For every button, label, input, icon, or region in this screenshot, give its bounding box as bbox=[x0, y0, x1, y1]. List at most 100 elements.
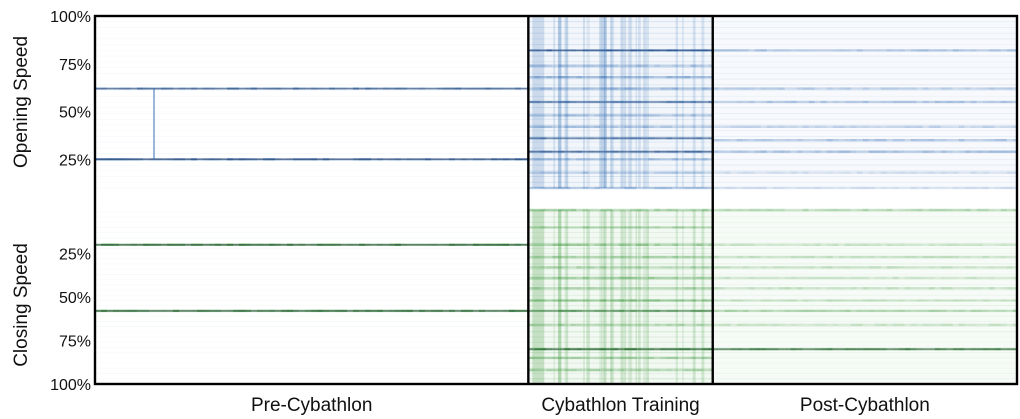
opening-texture-row bbox=[95, 72, 529, 74]
opening-band-segment bbox=[678, 137, 685, 140]
closing-band-segment bbox=[766, 323, 773, 326]
opening-band-segment bbox=[702, 114, 709, 117]
opening-band-segment bbox=[940, 171, 947, 174]
closing-band-segment bbox=[570, 276, 577, 280]
closing-band-segment bbox=[1012, 255, 1017, 259]
opening-texture-row bbox=[528, 170, 713, 172]
closing-band-segment bbox=[1012, 287, 1017, 290]
closing-band-segment bbox=[600, 266, 607, 269]
opening-band-segment bbox=[844, 171, 851, 174]
opening-band-segment bbox=[958, 49, 965, 52]
closing-tick-100: 100% bbox=[50, 377, 91, 394]
closing-band-segment bbox=[748, 255, 755, 259]
opening-band-segment bbox=[455, 158, 461, 161]
closing-band-segment bbox=[678, 287, 685, 290]
opening-band-segment bbox=[678, 76, 685, 79]
closing-band-segment bbox=[886, 323, 893, 326]
opening-texture-row bbox=[528, 158, 713, 160]
closing-band-core bbox=[528, 310, 713, 312]
closing-texture-row bbox=[95, 227, 529, 228]
closing-band-segment bbox=[558, 243, 565, 246]
training-streak-opening bbox=[558, 16, 562, 188]
closing-band-segment bbox=[904, 309, 911, 313]
opening-band-segment bbox=[880, 100, 887, 104]
closing-band-segment bbox=[910, 266, 917, 269]
training-streak-opening bbox=[646, 16, 649, 188]
closing-band-segment bbox=[964, 348, 971, 351]
closing-band-segment bbox=[708, 266, 713, 269]
closing-band-segment bbox=[814, 276, 821, 280]
opening-band-segment bbox=[910, 150, 917, 153]
opening-band-segment bbox=[778, 100, 785, 104]
closing-band-segment bbox=[778, 348, 785, 351]
opening-band-segment bbox=[317, 158, 323, 161]
closing-texture-row bbox=[712, 373, 1017, 374]
closing-band-segment bbox=[982, 276, 989, 280]
closing-texture-row bbox=[712, 253, 1017, 254]
opening-band-segment bbox=[365, 158, 371, 161]
opening-band-segment bbox=[784, 139, 791, 142]
closing-band-segment bbox=[880, 276, 887, 280]
closing-band-segment bbox=[814, 309, 821, 313]
closing-band-segment bbox=[672, 287, 679, 290]
closing-band-segment bbox=[754, 287, 761, 290]
opening-band-segment bbox=[1006, 171, 1013, 174]
closing-band-segment bbox=[564, 208, 571, 212]
closing-band-segment bbox=[928, 243, 935, 246]
opening-band-segment bbox=[832, 150, 839, 153]
opening-band-segment bbox=[257, 158, 263, 161]
opening-band-segment bbox=[748, 139, 755, 142]
opening-band-segment bbox=[534, 100, 541, 104]
opening-band-segment bbox=[730, 139, 737, 142]
closing-band-segment bbox=[892, 276, 899, 280]
closing-band-segment bbox=[754, 323, 761, 326]
opening-band-segment bbox=[558, 87, 565, 90]
opening-band-segment bbox=[1012, 139, 1017, 142]
opening-band-segment bbox=[552, 137, 559, 140]
closing-band-segment bbox=[606, 368, 613, 372]
opening-band-segment bbox=[479, 87, 485, 90]
closing-band-segment bbox=[778, 266, 785, 269]
closing-band-segment bbox=[540, 266, 547, 269]
closing-band-segment bbox=[904, 287, 911, 290]
opening-texture-row bbox=[528, 50, 713, 51]
closing-band-segment bbox=[570, 266, 577, 269]
opening-band-segment bbox=[654, 100, 661, 104]
opening-band-segment bbox=[558, 100, 565, 104]
closing-band-segment bbox=[814, 255, 821, 259]
opening-band-segment bbox=[119, 87, 125, 90]
closing-band-segment bbox=[636, 309, 643, 313]
opening-band-segment bbox=[702, 76, 709, 79]
closing-band-segment bbox=[1006, 276, 1013, 280]
closing-texture-row bbox=[712, 310, 1017, 312]
closing-band-segment bbox=[784, 255, 791, 259]
opening-band-segment bbox=[552, 114, 559, 117]
opening-texture-row bbox=[95, 107, 528, 108]
closing-band-segment bbox=[708, 255, 713, 259]
opening-band-segment bbox=[724, 125, 731, 128]
closing-band-segment bbox=[796, 208, 803, 212]
closing-texture-row bbox=[95, 347, 528, 348]
closing-band-segment bbox=[564, 299, 571, 302]
closing-band-segment bbox=[862, 309, 869, 313]
closing-band-segment bbox=[832, 243, 839, 246]
opening-band-segment bbox=[982, 139, 989, 142]
opening-band-segment bbox=[958, 150, 965, 153]
closing-band-segment bbox=[940, 208, 947, 212]
closing-band-segment bbox=[642, 243, 649, 246]
closing-band-segment bbox=[772, 323, 779, 326]
training-edge-opening bbox=[532, 16, 545, 188]
closing-band-segment bbox=[678, 226, 685, 229]
opening-band-segment bbox=[766, 125, 773, 128]
opening-band-segment bbox=[227, 87, 233, 90]
opening-band-segment bbox=[570, 64, 577, 67]
closing-band-segment bbox=[546, 368, 553, 372]
opening-band-segment bbox=[521, 87, 527, 90]
closing-band-segment bbox=[576, 323, 583, 326]
closing-band-segment bbox=[654, 266, 661, 269]
opening-band-segment bbox=[618, 87, 625, 90]
closing-band-segment bbox=[684, 208, 691, 212]
opening-texture-row bbox=[95, 170, 528, 171]
opening-band-segment bbox=[528, 150, 535, 153]
closing-band-segment bbox=[654, 323, 661, 326]
